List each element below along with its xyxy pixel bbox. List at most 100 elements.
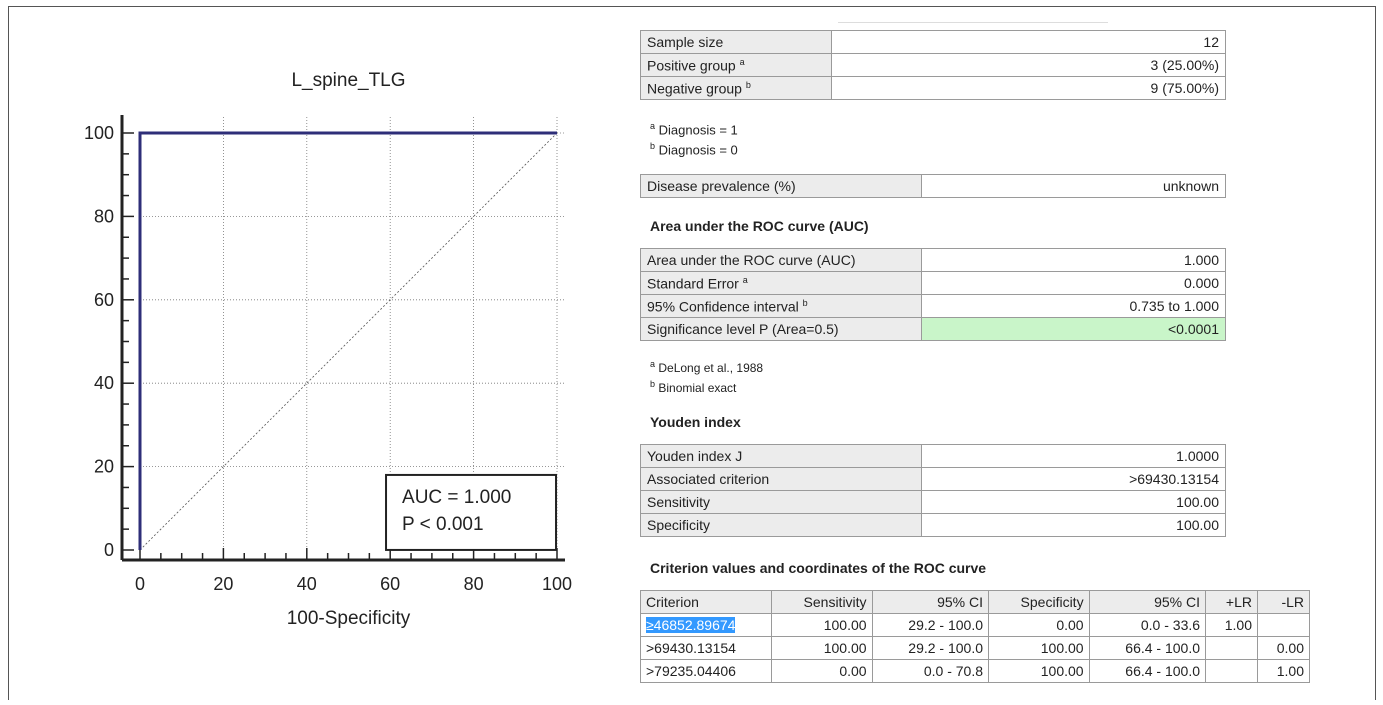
table-row: Associated criterion >69430.13154 (640, 467, 1226, 491)
table-cell: 100.00 (771, 636, 873, 660)
x-tick-label: 100 (542, 574, 572, 594)
divider (838, 22, 1108, 23)
results-panel: Sample size 12 Positive group a 3 (25.00… (638, 0, 1378, 705)
row-label: Sensitivity (640, 490, 922, 514)
column-header: 95% CI (1088, 590, 1207, 614)
table-cell: 100.00 (988, 636, 1090, 660)
criterion-cell[interactable]: ≥46852.89674 (640, 613, 772, 637)
table-cell: 0.0 - 33.6 (1088, 613, 1207, 637)
footnote: b Binomial exact (650, 379, 737, 395)
row-label: Significance level P (Area=0.5) (640, 317, 922, 341)
row-label: Positive group a (640, 53, 832, 77)
row-label: Area under the ROC curve (AUC) (640, 248, 922, 272)
table-row: Negative group b 9 (75.00%) (640, 76, 1226, 100)
table-row[interactable]: >69430.13154 100.00 29.2 - 100.0 100.00 … (640, 636, 1311, 660)
auc-table: Area under the ROC curve (AUC) 1.000 Sta… (640, 248, 1226, 341)
row-value: 0.735 to 1.000 (921, 294, 1226, 318)
column-header: 95% CI (871, 590, 990, 614)
row-label: Disease prevalence (%) (640, 174, 922, 198)
y-tick-label: 20 (94, 457, 114, 477)
annotation-box (385, 473, 558, 551)
table-row: Standard Error a 0.000 (640, 271, 1226, 295)
x-axis-label: 100-Specificity (287, 608, 411, 629)
table-cell: 0.0 - 70.8 (871, 659, 990, 683)
table-row: Area under the ROC curve (AUC) 1.000 (640, 248, 1226, 272)
column-header: +LR (1205, 590, 1258, 614)
section-heading: Criterion values and coordinates of the … (650, 560, 987, 576)
footnotes: a Diagnosis = 1 b Diagnosis = 0 (650, 118, 738, 159)
row-value: >69430.13154 (921, 467, 1226, 491)
column-header: Specificity (988, 590, 1090, 614)
x-tick-label: 80 (464, 574, 484, 594)
row-value: 3 (25.00%) (831, 53, 1226, 77)
table-cell (1205, 636, 1258, 660)
table-row: Sensitivity 100.00 (640, 490, 1226, 514)
section-heading: Youden index (650, 414, 741, 430)
row-label: Negative group b (640, 76, 832, 100)
row-label: Specificity (640, 513, 922, 537)
x-tick-label: 40 (297, 574, 317, 594)
annotation-text: P < 0.001 (402, 514, 484, 535)
auc-annotation: AUC = 1.000 P < 0.001 (385, 473, 558, 551)
row-label: Standard Error a (640, 271, 922, 295)
section-heading: Area under the ROC curve (AUC) (650, 218, 869, 234)
table-cell: 66.4 - 100.0 (1088, 659, 1207, 683)
row-value: unknown (921, 174, 1226, 198)
footnote: b Diagnosis = 0 (650, 141, 738, 158)
row-label: Sample size (640, 30, 832, 54)
table-cell: 0.00 (1256, 636, 1311, 660)
table-cell: 0.00 (771, 659, 873, 683)
table-row: 95% Confidence interval b 0.735 to 1.000 (640, 294, 1226, 318)
window-frame (8, 6, 1376, 700)
y-tick-label: 100 (84, 123, 114, 143)
column-header: -LR (1256, 590, 1311, 614)
row-value: 100.00 (921, 513, 1226, 537)
table-cell: 29.2 - 100.0 (871, 636, 990, 660)
criterion-cell[interactable]: >69430.13154 (640, 636, 772, 660)
y-tick-label: 80 (94, 206, 114, 226)
row-label: Youden index J (640, 444, 922, 468)
significance-value: <0.0001 (921, 317, 1226, 341)
row-label: Associated criterion (640, 467, 922, 491)
x-tick-label: 60 (380, 574, 400, 594)
table-cell: 66.4 - 100.0 (1088, 636, 1207, 660)
row-value: 1.0000 (921, 444, 1226, 468)
table-row: Youden index J 1.0000 (640, 444, 1226, 468)
selected-text[interactable]: ≥46852.89674 (646, 617, 736, 633)
table-cell (1205, 659, 1258, 683)
y-tick-label: 0 (104, 540, 114, 560)
x-tick-label: 20 (213, 574, 233, 594)
row-value: 1.000 (921, 248, 1226, 272)
table-row: Disease prevalence (%) unknown (640, 174, 1226, 198)
table-cell (1256, 613, 1311, 637)
row-value: 9 (75.00%) (831, 76, 1226, 100)
table-row[interactable]: >79235.04406 0.00 0.0 - 70.8 100.00 66.4… (640, 659, 1311, 683)
row-value: 100.00 (921, 490, 1226, 514)
table-row: Sample size 12 (640, 30, 1226, 54)
annotation-text: AUC = 1.000 (402, 487, 511, 508)
table-row: Significance level P (Area=0.5) <0.0001 (640, 317, 1226, 341)
summary-table: Sample size 12 Positive group a 3 (25.00… (640, 30, 1226, 100)
roc-curve (138, 131, 557, 550)
y-tick-label: 60 (94, 290, 114, 310)
footnote: a Diagnosis = 1 (650, 121, 738, 138)
table-cell: 100.00 (988, 659, 1090, 683)
chart-title: L_spine_TLG (291, 70, 405, 91)
column-header: Sensitivity (771, 590, 873, 614)
table-cell: 0.00 (988, 613, 1090, 637)
criterion-cell[interactable]: >79235.04406 (640, 659, 772, 683)
youden-table: Youden index J 1.0000 Associated criteri… (640, 444, 1226, 537)
table-row: Specificity 100.00 (640, 513, 1226, 537)
roc-chart: L_spine_TLG 0 20 40 60 80 100 0 20 40 60 80 100 100-S… (84, 70, 572, 629)
table-cell: 29.2 - 100.0 (871, 613, 990, 637)
column-header: Criterion (640, 590, 772, 614)
table-row[interactable]: ≥46852.89674 100.00 29.2 - 100.0 0.00 0.… (640, 613, 1311, 637)
y-tick-label: 40 (94, 373, 114, 393)
table-cell: 1.00 (1205, 613, 1258, 637)
table-header-row: Criterion Sensitivity 95% CI Specificity… (640, 590, 1311, 614)
table-cell: 100.00 (771, 613, 873, 637)
table-row: Positive group a 3 (25.00%) (640, 53, 1226, 77)
row-value: 0.000 (921, 271, 1226, 295)
footnotes: a DeLong et al., 1988 b Binomial exact (650, 356, 763, 396)
footnote: a DeLong et al., 1988 (650, 359, 764, 375)
